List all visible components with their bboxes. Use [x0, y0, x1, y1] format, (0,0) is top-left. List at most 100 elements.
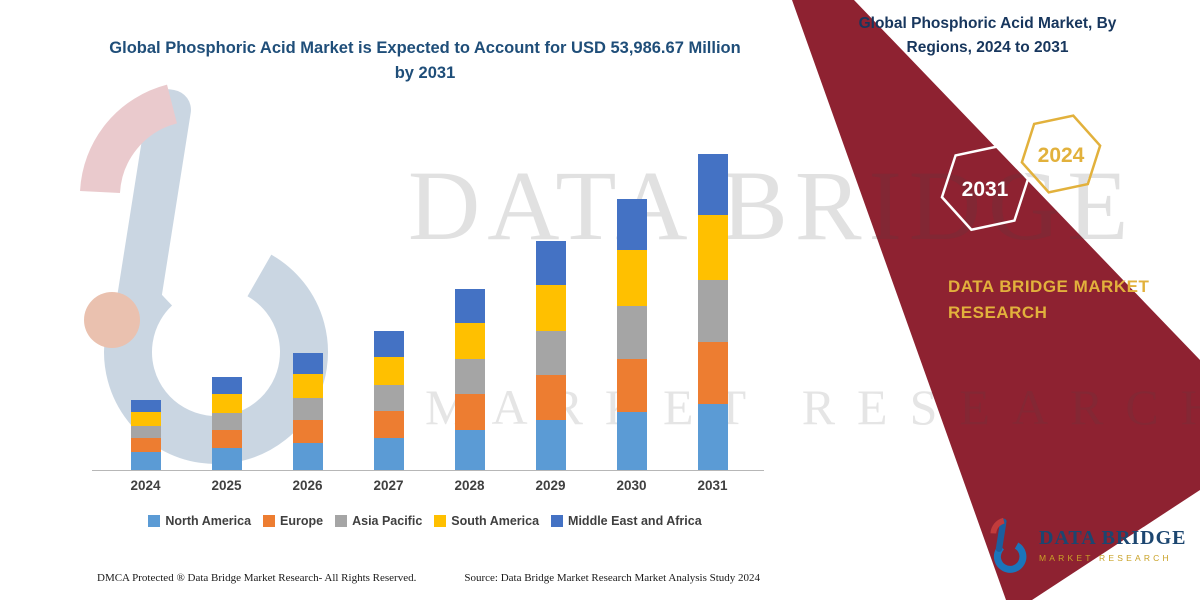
stacked-bar-2030: [616, 198, 647, 470]
panel-title: Global Phosphoric Acid Market, By Region…: [858, 15, 1117, 57]
bar-segment: [697, 214, 728, 281]
x-axis-label: 2028: [454, 478, 485, 493]
bar-segment: [130, 399, 161, 412]
chart-title: Global Phosphoric Acid Market is Expecte…: [109, 39, 741, 82]
x-axis-label: 2024: [130, 478, 161, 493]
bar-segment: [616, 198, 647, 251]
legend-item: Asia Pacific: [335, 514, 422, 528]
brand-logo-block: DATA BRIDGE MARKET RESEARCH: [988, 516, 1187, 574]
legend-swatch: [335, 515, 348, 527]
bar-column-2028: [429, 148, 510, 470]
legend-swatch: [148, 515, 161, 527]
legend-item: South America: [434, 514, 539, 528]
bar-column-2024: [105, 148, 186, 470]
bar-segment: [697, 342, 728, 404]
stacked-bar-2024: [130, 399, 161, 470]
bar-segment: [535, 420, 566, 470]
bar-segment: [373, 438, 404, 470]
x-axis-labels: 2024 2025 2026 2027 2028 2029 2030 2031: [105, 478, 753, 493]
bar-segment: [130, 411, 161, 426]
x-axis-label: 2026: [292, 478, 323, 493]
bar-segment: [292, 398, 323, 421]
bar-segment: [292, 443, 323, 470]
legend-label: South America: [451, 514, 540, 528]
bar-segment: [211, 393, 242, 413]
hexagon-2031-icon: [940, 144, 1030, 232]
stacked-bar-2031: [697, 153, 728, 470]
x-axis-label: 2030: [616, 478, 647, 493]
bar-column-2031: [672, 148, 753, 470]
bar-segment: [535, 375, 566, 421]
dmca-text: DMCA Protected ® Data Bridge Market Rese…: [97, 572, 417, 584]
bar-segment: [373, 357, 404, 386]
bar-segment: [211, 448, 242, 470]
footer-bar: DMCA Protected ® Data Bridge Market Rese…: [97, 572, 760, 584]
x-axis-label: 2027: [373, 478, 404, 493]
legend: North America Europe Asia Pacific South Ame…: [92, 514, 758, 528]
watermark-brand-logo-icon: [80, 84, 328, 464]
bar-segment: [616, 412, 647, 470]
legend-label: Asia Pacific: [352, 514, 423, 528]
bar-segment: [373, 411, 404, 439]
legend-item: Europe: [263, 514, 323, 528]
panel-brand-text: DATA BRIDGE MARKET RESEARCH: [948, 277, 1150, 322]
bar-column-2027: [348, 148, 429, 470]
brand-logo-icon: [990, 517, 1027, 573]
legend-item: Middle East and Africa: [551, 514, 702, 528]
bar-segment: [454, 359, 485, 395]
legend-label: Middle East and Africa: [568, 514, 702, 528]
bar-segment: [130, 452, 161, 470]
bar-segment: [130, 425, 161, 439]
legend-item: North America: [148, 514, 251, 528]
hexagon-2024-icon: [1020, 114, 1102, 194]
bar-segment: [535, 285, 566, 332]
legend-label: Europe: [280, 514, 324, 528]
stacked-bar-2029: [535, 241, 566, 470]
stacked-bar-2026: [292, 353, 323, 470]
bar-segment: [454, 288, 485, 323]
bar-segment: [616, 306, 647, 360]
bar-segment: [292, 353, 323, 375]
hexagon-2024-label: 2024: [1038, 144, 1085, 167]
bar-segment: [535, 241, 566, 286]
stacked-bar-2025: [211, 376, 242, 470]
bar-segment: [454, 394, 485, 431]
source-text: Source: Data Bridge Market Research Mark…: [464, 572, 761, 584]
bar-segment: [211, 376, 242, 394]
x-axis-label: 2031: [697, 478, 728, 493]
bar-segment: [292, 374, 323, 399]
hexagon-2031-label: 2031: [962, 178, 1009, 201]
legend-label: North America: [165, 514, 252, 528]
bar-segment: [697, 403, 728, 470]
bar-segment: [616, 250, 647, 307]
brand-logo-text: DATA BRIDGE MARKET RESEARCH: [1039, 527, 1187, 563]
bar-segment: [373, 331, 404, 358]
bar-segment: [697, 280, 728, 343]
bar-segment: [454, 322, 485, 360]
stacked-bar-2027: [373, 331, 404, 470]
bar-column-2026: [267, 148, 348, 470]
bar-column-2025: [186, 148, 267, 470]
bar-segment: [292, 420, 323, 444]
bar-column-2029: [510, 148, 591, 470]
year-hexagons: 2031 2024: [940, 114, 1102, 232]
x-axis-label: 2025: [211, 478, 242, 493]
bar-group: [105, 148, 753, 470]
bar-segment: [697, 153, 728, 215]
bar-segment: [616, 359, 647, 413]
x-axis-label: 2029: [535, 478, 566, 493]
legend-swatch: [434, 515, 447, 527]
bar-segment: [130, 438, 161, 453]
bar-column-2030: [591, 148, 672, 470]
stacked-bar-2028: [454, 288, 485, 470]
brand-logo-tagline: MARKET RESEARCH: [1039, 553, 1172, 563]
legend-swatch: [551, 515, 564, 527]
bar-segment: [454, 430, 485, 470]
bar-segment: [211, 412, 242, 430]
bar-segment: [535, 331, 566, 376]
bar-segment: [211, 429, 242, 449]
x-axis-line: [92, 470, 764, 471]
brand-logo-name: DATA BRIDGE: [1039, 527, 1187, 549]
legend-swatch: [263, 515, 276, 527]
